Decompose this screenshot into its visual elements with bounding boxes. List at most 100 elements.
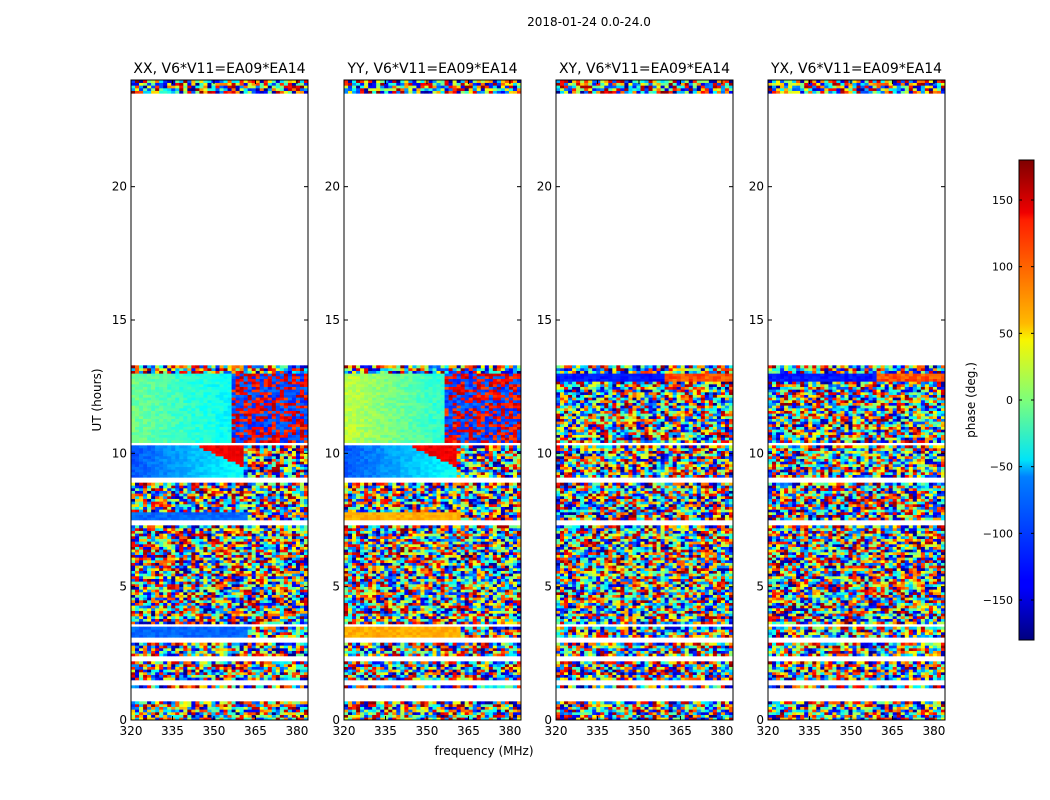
heatmap-cell	[260, 440, 264, 443]
heatmap-cell	[272, 549, 276, 552]
heatmap-cell	[300, 573, 304, 576]
heatmap-cell	[260, 507, 264, 510]
heatmap-cell	[292, 483, 296, 486]
heatmap-cell	[232, 384, 236, 387]
heatmap-cell	[232, 541, 236, 544]
heatmap-cell	[183, 563, 187, 566]
heatmap-cell	[284, 515, 288, 518]
heatmap-cell	[147, 464, 151, 467]
heatmap-cell	[220, 560, 224, 563]
heatmap-cell	[139, 453, 143, 456]
heatmap-cell	[175, 539, 179, 542]
heatmap-cell	[179, 533, 183, 536]
heatmap-cell	[268, 459, 272, 462]
heatmap-cell	[260, 677, 264, 680]
heatmap-cell	[191, 619, 195, 622]
heatmap-cell	[195, 632, 199, 635]
heatmap-cell	[167, 501, 171, 504]
heatmap-cell	[167, 632, 171, 635]
heatmap-cell	[268, 496, 272, 499]
heatmap-cell	[151, 421, 155, 424]
heatmap-cell	[139, 565, 143, 568]
heatmap-cell	[163, 496, 167, 499]
heatmap-cell	[203, 635, 207, 638]
heatmap-cell	[147, 475, 151, 478]
heatmap-cell	[191, 709, 195, 712]
heatmap-cell	[236, 504, 240, 507]
heatmap-cell	[268, 685, 272, 688]
heatmap-cell	[199, 483, 203, 486]
heatmap-cell	[191, 421, 195, 424]
heatmap-cell	[215, 387, 219, 390]
heatmap-cell	[220, 605, 224, 608]
heatmap-cell	[252, 587, 256, 590]
heatmap-cell	[171, 579, 175, 582]
heatmap-cell	[143, 464, 147, 467]
heatmap-cell	[171, 419, 175, 422]
heatmap-cell	[143, 677, 147, 680]
heatmap-cell	[244, 611, 248, 614]
heatmap-cell	[264, 504, 268, 507]
heatmap-cell	[280, 672, 284, 675]
heatmap-cell	[147, 528, 151, 531]
heatmap-cell	[159, 677, 163, 680]
heatmap-cell	[224, 709, 228, 712]
heatmap-cell	[224, 493, 228, 496]
heatmap-cell	[288, 427, 292, 430]
heatmap-cell	[252, 576, 256, 579]
heatmap-cell	[300, 499, 304, 502]
heatmap-cell	[256, 525, 260, 528]
heatmap-cell	[260, 509, 264, 512]
heatmap-cell	[155, 491, 159, 494]
heatmap-cell	[179, 707, 183, 710]
heatmap-cell	[220, 653, 224, 656]
heatmap-cell	[260, 373, 264, 376]
heatmap-cell	[292, 405, 296, 408]
heatmap-cell	[199, 589, 203, 592]
heatmap-cell	[228, 459, 232, 462]
heatmap-cell	[256, 648, 260, 651]
heatmap-cell	[191, 389, 195, 392]
heatmap-cell	[211, 509, 215, 512]
heatmap-cell	[203, 453, 207, 456]
heatmap-cell	[131, 579, 135, 582]
heatmap-cell	[191, 635, 195, 638]
heatmap-cell	[228, 517, 232, 520]
heatmap-cell	[252, 541, 256, 544]
heatmap-cell	[296, 619, 300, 622]
heatmap-cell	[252, 584, 256, 587]
heatmap-cell	[280, 405, 284, 408]
heatmap-cell	[175, 408, 179, 411]
heatmap-cell	[232, 651, 236, 654]
heatmap-cell	[256, 653, 260, 656]
heatmap-cell	[211, 499, 215, 502]
heatmap-cell	[167, 664, 171, 667]
heatmap-cell	[175, 387, 179, 390]
heatmap-cell	[147, 589, 151, 592]
heatmap-cell	[163, 536, 167, 539]
heatmap-cell	[220, 635, 224, 638]
heatmap-cell	[220, 432, 224, 435]
heatmap-cell	[300, 405, 304, 408]
heatmap-cell	[280, 483, 284, 486]
heatmap-cell	[284, 677, 288, 680]
heatmap-cell	[236, 528, 240, 531]
heatmap-cell	[272, 395, 276, 398]
heatmap-cell	[199, 429, 203, 432]
heatmap-cell	[264, 576, 268, 579]
heatmap-cell	[224, 373, 228, 376]
heatmap-cell	[139, 405, 143, 408]
heatmap-cell	[220, 461, 224, 464]
heatmap-cell	[135, 704, 139, 707]
heatmap-cell	[240, 701, 244, 704]
heatmap-cell	[147, 379, 151, 382]
heatmap-cell	[195, 592, 199, 595]
heatmap-cell	[232, 549, 236, 552]
heatmap-cell	[260, 619, 264, 622]
heatmap-cell	[187, 709, 191, 712]
heatmap-cell	[195, 376, 199, 379]
heatmap-cell	[203, 448, 207, 451]
heatmap-cell	[203, 547, 207, 550]
heatmap-cell	[252, 448, 256, 451]
heatmap-cell	[143, 405, 147, 408]
